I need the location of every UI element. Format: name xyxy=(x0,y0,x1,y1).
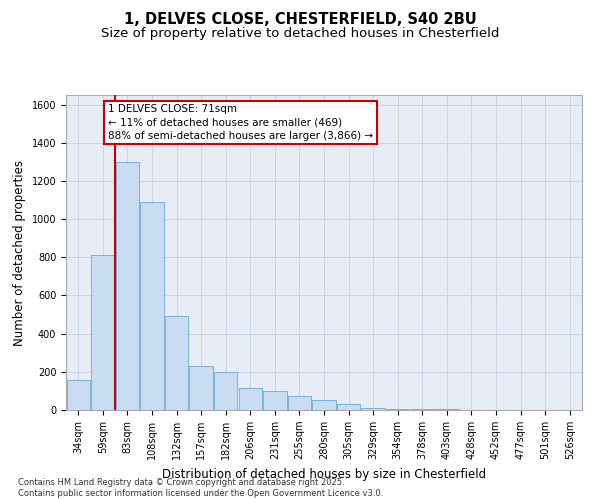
Text: Contains HM Land Registry data © Crown copyright and database right 2025.
Contai: Contains HM Land Registry data © Crown c… xyxy=(18,478,383,498)
Bar xyxy=(288,396,311,410)
X-axis label: Distribution of detached houses by size in Chesterfield: Distribution of detached houses by size … xyxy=(162,468,486,480)
Bar xyxy=(91,256,115,410)
Bar xyxy=(214,372,238,410)
Bar xyxy=(313,400,335,410)
Bar xyxy=(67,380,90,410)
Text: 1, DELVES CLOSE, CHESTERFIELD, S40 2BU: 1, DELVES CLOSE, CHESTERFIELD, S40 2BU xyxy=(124,12,476,28)
Bar xyxy=(337,404,360,410)
Bar xyxy=(361,408,385,410)
Bar xyxy=(190,366,213,410)
Text: Size of property relative to detached houses in Chesterfield: Size of property relative to detached ho… xyxy=(101,28,499,40)
Bar xyxy=(116,162,139,410)
Bar xyxy=(239,388,262,410)
Bar xyxy=(386,409,409,410)
Bar xyxy=(263,391,287,410)
Text: 1 DELVES CLOSE: 71sqm
← 11% of detached houses are smaller (469)
88% of semi-det: 1 DELVES CLOSE: 71sqm ← 11% of detached … xyxy=(108,104,373,141)
Bar xyxy=(140,202,164,410)
Y-axis label: Number of detached properties: Number of detached properties xyxy=(13,160,26,346)
Bar xyxy=(410,409,434,410)
Bar xyxy=(165,316,188,410)
